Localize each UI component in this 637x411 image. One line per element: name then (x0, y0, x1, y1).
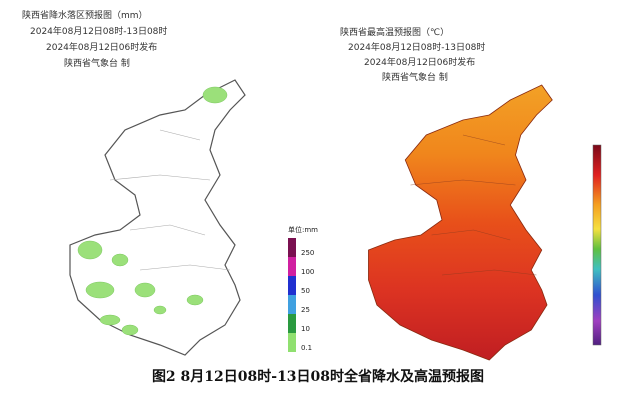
legend-label: 10 (301, 325, 310, 333)
map-title: 陕西省降水落区预报图（mm） (22, 9, 148, 21)
legend-label: 100 (301, 268, 314, 276)
legend-label: 50 (301, 287, 310, 295)
temperature-map (367, 84, 553, 361)
caption: 图2 8月12日08时-13日08时全省降水及高温预报图 (152, 368, 484, 385)
map-title: 陕西省最高温预报图（℃） (340, 26, 449, 38)
legend-label: 0.1 (301, 344, 312, 352)
legend-label: 250 (301, 249, 314, 257)
legend-swatch (288, 276, 296, 295)
legend-label: 25 (301, 306, 310, 314)
legend-swatch (288, 238, 296, 257)
precip-legend: 单位:mm 250 100 50 25 10 0.1 (288, 225, 318, 352)
source: 陕西省气象台 制 (382, 71, 448, 83)
temperature-colorbar (592, 144, 602, 346)
precip-map (69, 79, 246, 356)
issued: 2024年08月12日06时发布 (364, 56, 475, 68)
period: 2024年08月12日08时-13日08时 (30, 25, 167, 37)
period: 2024年08月12日08时-13日08时 (348, 41, 485, 53)
legend-unit: 单位:mm (288, 225, 318, 234)
issued: 2024年08月12日06时发布 (46, 41, 157, 53)
legend-swatch (288, 333, 296, 352)
legend-swatch (288, 295, 296, 314)
legend-swatch (288, 314, 296, 333)
legend-swatch (288, 257, 296, 276)
source: 陕西省气象台 制 (64, 57, 130, 69)
